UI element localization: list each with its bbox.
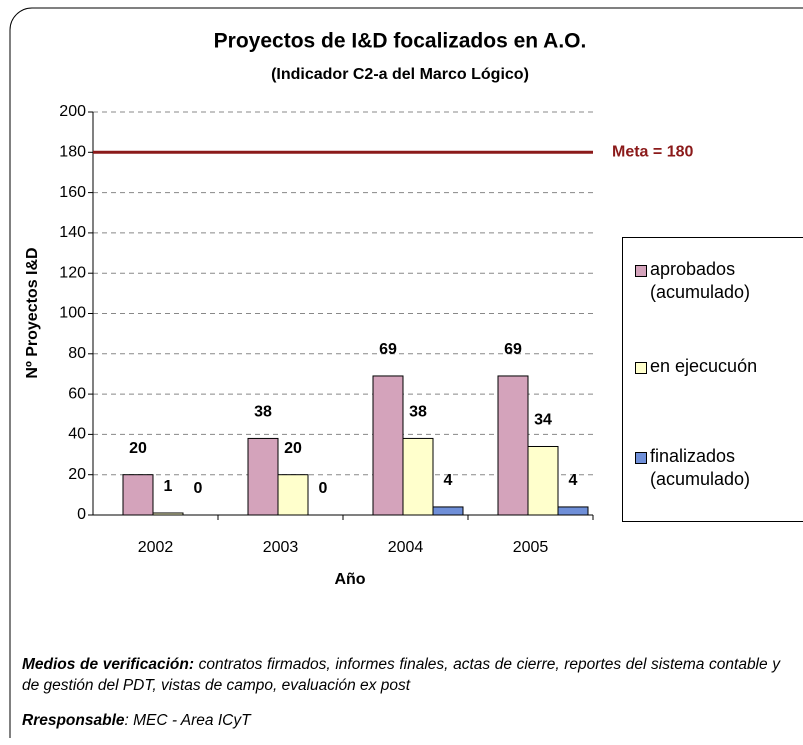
note-text: contratos firmados, informes finales, ac…: [22, 656, 780, 694]
legend-item: finalizados (acumulado): [635, 445, 803, 491]
x-tick-label: 2002: [138, 539, 174, 556]
x-tick-label: 2005: [513, 539, 549, 556]
legend-swatch: [635, 452, 647, 464]
value-label: 1: [164, 478, 173, 495]
value-label: 69: [379, 341, 397, 358]
y-tick-label: 100: [59, 305, 86, 322]
frame: [9, 7, 803, 738]
bar: [277, 474, 309, 516]
legend-label: finalizados (acumulado): [650, 446, 751, 489]
chart-title: Proyectos de I&D focalizados en A.O.: [214, 30, 587, 53]
value-label: 4: [444, 472, 453, 489]
note-text: : MEC - Area ICyT: [124, 712, 251, 729]
x-axis-label: Año: [334, 571, 365, 588]
y-tick-label: 80: [68, 345, 86, 362]
value-label: 4: [569, 472, 578, 489]
legend-label: en ejecucuón: [650, 356, 758, 376]
chart-subtitle: (Indicador C2-a del Marco Lógico): [271, 66, 529, 83]
y-tick-label: 0: [77, 506, 86, 523]
y-tick-label: 20: [68, 466, 86, 483]
value-label: 38: [409, 404, 427, 421]
bar: [557, 506, 589, 516]
note-label: Rresponsable: [22, 712, 125, 729]
legend-item: en ejecucuón: [635, 355, 803, 378]
legend-swatch: [635, 362, 647, 374]
legend-label: aprobados (acumulado): [650, 259, 751, 302]
x-tick-label: 2004: [388, 539, 424, 556]
bar: [527, 445, 559, 516]
legend: aprobados (acumulado) en ejecucuón finaliz…: [622, 237, 803, 522]
value-label: 0: [194, 480, 203, 497]
bar: [247, 437, 279, 516]
y-tick-label: 140: [59, 224, 86, 241]
y-tick-label: 180: [59, 144, 86, 161]
y-tick-label: 160: [59, 184, 86, 201]
notes: Medios de verificación: contratos firmad…: [22, 654, 780, 745]
value-label: 69: [504, 341, 522, 358]
bar: [432, 506, 464, 516]
note: Rresponsable: MEC - Area ICyT: [22, 710, 780, 731]
meta-label: Meta = 180: [612, 144, 693, 161]
y-tick-label: 60: [68, 385, 86, 402]
y-tick-label: 200: [59, 103, 86, 120]
y-tick-label: 120: [59, 264, 86, 281]
value-label: 34: [534, 412, 552, 429]
value-label: 38: [254, 404, 272, 421]
legend-item: aprobados (acumulado): [635, 258, 803, 304]
bar: [497, 375, 529, 516]
bar: [122, 474, 154, 516]
y-tick-label: 40: [68, 426, 86, 443]
bar: [372, 375, 404, 516]
legend-swatch: [635, 265, 647, 277]
x-tick-label: 2003: [263, 539, 299, 556]
value-label: 20: [129, 440, 147, 457]
note: Medios de verificación: contratos firmad…: [22, 654, 780, 696]
bar: [402, 437, 434, 516]
bar: [152, 512, 184, 516]
value-label: 20: [284, 440, 302, 457]
value-label: 0: [319, 480, 328, 497]
note-label: Medios de verificación:: [22, 656, 195, 673]
y-axis-label: Nº Proyectos I&D: [24, 247, 41, 378]
